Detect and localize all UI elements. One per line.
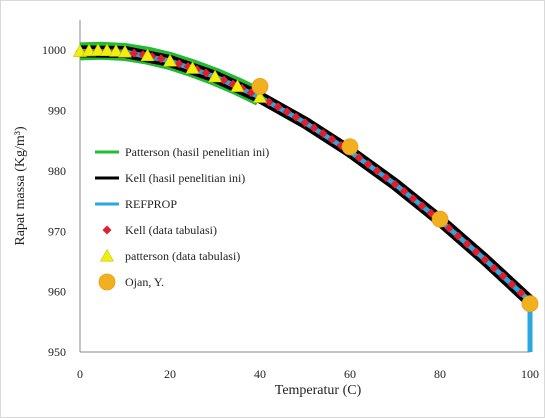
y-tick-label: 970 (48, 224, 66, 238)
data-point (219, 75, 229, 85)
y-tick-label: 980 (48, 164, 66, 178)
data-point (81, 43, 97, 57)
data-point (480, 255, 490, 265)
y-tick-label: 950 (48, 345, 66, 359)
data-point (108, 43, 124, 57)
data-point (498, 271, 508, 281)
legend-swatch-5 (98, 273, 116, 291)
x-tick-label: 20 (164, 367, 176, 381)
data-point (162, 53, 178, 67)
data-point (264, 97, 274, 107)
y-tick-labels: 950 960 970 980 990 1000 (42, 43, 66, 359)
data-point (140, 48, 155, 62)
data-point (282, 107, 292, 117)
legend-label: patterson (data tabulasi) (125, 249, 240, 263)
data-point (99, 43, 115, 57)
data-point (516, 288, 526, 298)
data-point (201, 68, 211, 78)
legend-label: Kell (hasil penelitian ini) (125, 171, 245, 185)
x-axis-title: Temperatur (C) (275, 383, 362, 398)
data-point (354, 153, 364, 163)
data-point (507, 279, 517, 289)
data-point (417, 201, 427, 211)
data-point (489, 263, 499, 273)
data-point (408, 194, 418, 204)
y-tick-label: 990 (48, 104, 66, 118)
y-tick-label: 960 (48, 285, 66, 299)
data-point (90, 43, 106, 56)
data-point (453, 231, 463, 241)
legend-label: Ojan, Y. (125, 275, 164, 289)
data-point (372, 166, 382, 176)
data-point (399, 186, 409, 196)
series-markers-4 (72, 43, 268, 103)
legend: Patterson (hasil penelitian ini) Kell (ha… (95, 145, 269, 291)
legend-label: Patterson (hasil penelitian ini) (125, 145, 269, 159)
data-point (72, 44, 88, 57)
data-point (156, 54, 166, 64)
data-point (273, 102, 283, 112)
data-point (381, 173, 391, 183)
data-point (462, 239, 472, 249)
x-tick-label: 0 (77, 367, 83, 381)
data-point (309, 123, 319, 133)
data-point (390, 179, 400, 189)
data-point (318, 128, 328, 138)
data-point (341, 138, 359, 156)
series-markers-5 (251, 78, 539, 313)
data-point (471, 247, 481, 257)
data-point (129, 48, 139, 58)
x-tick-label: 40 (254, 367, 266, 381)
legend-label: REFPROP (125, 197, 177, 211)
data-point (363, 159, 373, 169)
data-point (117, 44, 133, 58)
data-point (431, 210, 449, 228)
y-axis-title: Rapat massa (Kg/m³) (13, 126, 28, 246)
x-tick-labels: 0 20 40 60 80 100 (77, 367, 539, 381)
x-tick-label: 60 (344, 367, 356, 381)
legend-swatch-3 (102, 225, 112, 235)
x-tick-label: 80 (434, 367, 446, 381)
data-point (230, 79, 245, 92)
data-point (207, 69, 223, 83)
data-point (300, 118, 310, 128)
data-point (252, 90, 268, 103)
y-tick-label: 1000 (42, 43, 66, 57)
series-layer (72, 41, 539, 352)
data-point (444, 223, 454, 233)
data-point (291, 112, 301, 122)
data-point (251, 78, 269, 95)
legend-swatch-4 (99, 248, 115, 262)
data-point (521, 295, 539, 313)
data-point (174, 59, 184, 69)
legend-label: Kell (data tabulasi) (125, 223, 217, 237)
data-point (185, 61, 200, 74)
x-tick-label: 100 (521, 367, 539, 381)
data-point (327, 135, 337, 145)
